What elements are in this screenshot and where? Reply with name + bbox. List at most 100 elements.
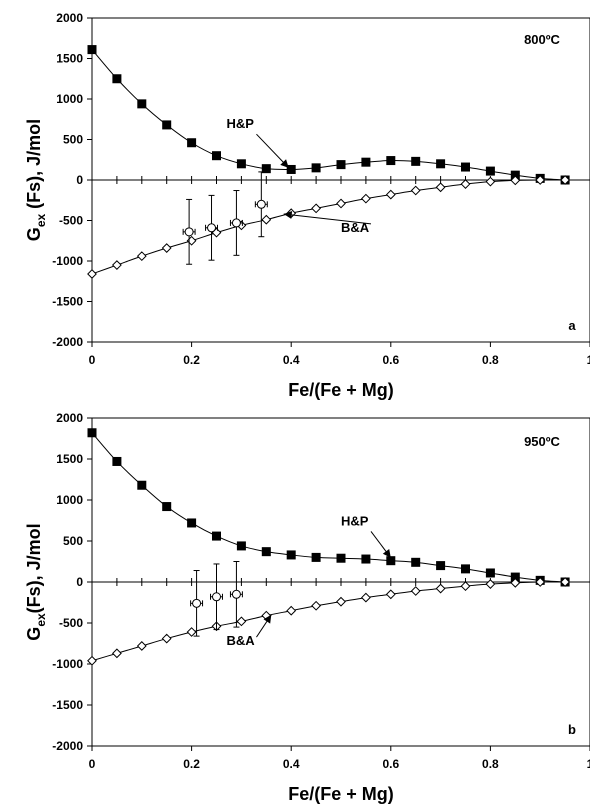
x-tick-label: 0	[89, 757, 96, 771]
y-tick-label: 1000	[56, 92, 83, 106]
measurement-point	[229, 190, 243, 256]
x-axis-title: Fe/(Fe + Mg)	[288, 380, 394, 400]
annotation-arrow-head	[283, 210, 293, 219]
y-tick-label: 500	[63, 133, 83, 147]
data-point-square	[510, 572, 520, 582]
data-point-diamond	[261, 214, 272, 225]
data-point-diamond	[311, 203, 322, 214]
annotations: H&P B&A	[226, 116, 372, 235]
data-point-square	[112, 74, 122, 84]
annotation-label: B&A	[341, 220, 370, 235]
measurement-points	[190, 561, 243, 637]
data-point-square	[510, 170, 520, 180]
annotation-arrow-head	[382, 549, 391, 558]
y-tick-label: 0	[76, 575, 83, 589]
y-axis-title: Gex (Fs), J/mol	[24, 119, 48, 241]
series-markers	[87, 428, 571, 666]
data-point-square	[461, 162, 470, 172]
y-tick-label: 1500	[56, 52, 83, 66]
data-point-diamond	[136, 641, 147, 651]
data-point-diamond	[286, 605, 297, 616]
measurement-marker	[231, 218, 241, 228]
annotation: H&P	[341, 513, 392, 559]
y-axis-title-subscript: ex	[34, 214, 48, 228]
x-axis-ticks: 0 0.2 0.4 0.6 0.8 1	[89, 578, 590, 771]
y-axis-title-subscript: ex	[34, 613, 48, 627]
y-tick-label: -1000	[52, 254, 83, 268]
data-point-square	[311, 552, 321, 562]
y-axis-title-main: G	[24, 627, 44, 641]
data-point-diamond	[336, 198, 346, 209]
measurement-marker	[212, 592, 221, 602]
data-point-diamond	[485, 579, 496, 589]
measurement-marker	[192, 598, 202, 608]
y-tick-label: 1500	[56, 452, 83, 466]
data-point-square	[436, 561, 446, 571]
data-point-square	[411, 557, 421, 567]
annotation: H&P	[226, 116, 290, 169]
y-tick-label: 2000	[56, 411, 83, 425]
measurement-point	[205, 194, 218, 261]
temperature-label: 800ºC	[524, 32, 560, 47]
data-point-diamond	[535, 175, 546, 185]
data-point-square	[485, 568, 495, 578]
annotation-arrow-line	[283, 213, 372, 225]
data-point-square	[461, 564, 470, 574]
data-point-diamond	[111, 260, 122, 270]
x-tick-label: 1	[587, 757, 590, 771]
annotation: B&A	[226, 614, 272, 648]
data-point-square	[286, 164, 296, 174]
x-tick-label: 0.6	[382, 353, 399, 367]
x-tick-label: 0.8	[482, 353, 499, 367]
data-point-diamond	[236, 616, 247, 627]
data-point-square	[386, 156, 396, 166]
data-point-square	[485, 166, 495, 176]
annotation-label: B&A	[226, 633, 255, 648]
data-point-diamond	[385, 589, 396, 600]
data-point-diamond	[560, 577, 571, 587]
data-point-square	[236, 541, 246, 551]
data-point-diamond	[410, 586, 421, 596]
data-point-square	[361, 554, 371, 564]
measurement-marker	[231, 589, 241, 599]
y-axis-ticks: -2000 -1500 -1000 -500 0 500 1000 1500 2000	[52, 411, 92, 753]
data-point-square	[87, 45, 97, 55]
data-point-square	[286, 550, 296, 560]
y-axis-title-rest: (Fs), J/mol	[24, 523, 44, 613]
data-point-square	[112, 456, 122, 466]
data-point-square	[137, 99, 147, 109]
data-point-square	[261, 547, 271, 557]
panel-letter: b	[568, 722, 576, 737]
data-point-square	[137, 480, 147, 490]
annotation-label: H&P	[341, 513, 369, 528]
data-point-square	[311, 163, 321, 173]
data-point-diamond	[410, 185, 421, 196]
data-point-diamond	[435, 583, 446, 594]
data-point-square	[411, 156, 421, 166]
data-point-diamond	[136, 251, 147, 262]
annotation-label: H&P	[226, 116, 254, 131]
panel-a: -2000 -1500 -1000 -500 0 500 1000 1500 2000 0 0.2…	[24, 11, 590, 400]
measurement-marker	[184, 227, 194, 237]
measurement-points	[182, 171, 268, 265]
x-axis-ticks: 0 0.2 0.4 0.6 0.8 1	[89, 176, 590, 367]
y-axis-ticks: -2000 -1500 -1000 -500 0 500 1000 1500 2000	[52, 11, 92, 349]
y-tick-label: -2000	[52, 739, 83, 753]
data-point-square	[87, 428, 97, 438]
data-point-square	[236, 159, 246, 169]
data-point-diamond	[360, 193, 371, 204]
annotation-arrow-head	[280, 159, 289, 168]
panel-letter: a	[568, 318, 576, 333]
y-tick-label: 1000	[56, 493, 83, 507]
data-point-diamond	[510, 577, 521, 588]
y-tick-label: -1500	[52, 295, 83, 309]
data-point-square	[162, 120, 172, 130]
data-point-square	[162, 502, 172, 512]
y-tick-label: -1500	[52, 698, 83, 712]
y-tick-label: 2000	[56, 11, 83, 25]
data-point-diamond	[161, 633, 172, 644]
data-point-square	[336, 160, 346, 170]
data-point-square	[261, 164, 271, 174]
measurement-point	[229, 561, 243, 628]
data-point-square	[386, 556, 396, 566]
